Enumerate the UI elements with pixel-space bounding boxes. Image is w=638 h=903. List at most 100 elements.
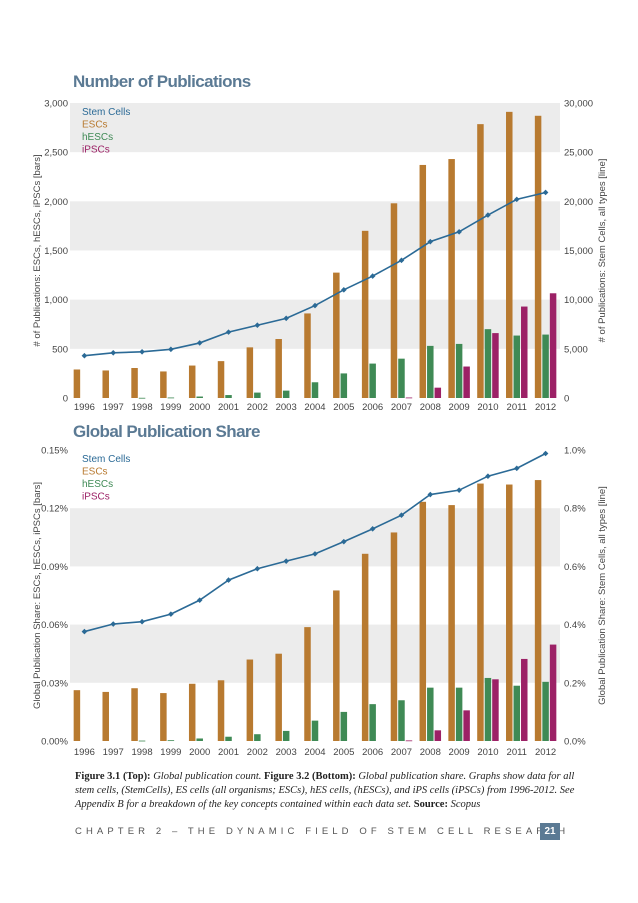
chart1-bar-hescs [167,397,175,399]
chart2-y2label: Global Publication Share: Stem Cells, al… [597,486,608,705]
chart1-bar-escs [275,339,282,398]
page-number: 21 [540,823,560,840]
chart1-grid-band [70,103,560,153]
caption-source-label: Source: [413,799,448,810]
chart2-bar-hescs [254,734,261,741]
chart1-xtick-label: 1998 [131,402,152,413]
chart1-point-stem-cells [312,302,318,309]
chart2-bar-escs [477,483,484,741]
chart1-bar-escs [419,164,427,398]
chart2-point-stem-cells [254,565,261,572]
chart1-bar-hescs [282,390,290,398]
chart1-xtick-label: 2010 [477,402,498,413]
chart1-bar-hescs [542,334,549,398]
chart2-xtick-label: 2008 [420,747,441,758]
chart1-bar-hescs [138,397,146,399]
chart2-ytick-label: 0.12% [41,504,68,515]
chart2-xtick-label: 1998 [131,747,152,758]
chart2-xtick-label: 1996 [74,747,95,758]
chart2-bar-escs [506,484,513,741]
chart2-point-stem-cells [225,577,232,583]
chart2-bar-ipscs [463,710,470,741]
figure-caption: Figure 3.1 (Top): Global publication cou… [75,770,575,812]
chart1-ytick-label: 2,500 [44,148,68,159]
chart1-point-stem-cells [341,287,347,293]
chart2-ytick-label: 0.00% [41,737,68,748]
chart2-point-stem-cells [369,526,376,532]
chart1-bar-hescs [455,343,463,398]
caption-fig2-pos: (Bottom): [311,771,356,782]
chart2-bar-escs [102,691,109,741]
chart1-legend-ipscs: iPSCs [82,145,110,156]
chart1-bar-ipscs [549,293,557,398]
chart1-bar-escs [217,361,225,398]
chart2-xtick-label: 2003 [276,747,297,758]
chart1-bar-escs [160,371,167,398]
caption-fig2-label: Figure 3.2 [264,771,310,782]
chart1-xtick-label: 1997 [103,402,124,413]
chart2-y2tick-label: 0.4% [564,620,586,631]
chart2-xtick-label: 2004 [304,747,325,758]
chart1-bar-hescs [484,329,492,398]
chart1-xtick-label: 2000 [189,402,210,413]
chart2-bar-ipscs [434,730,442,741]
chart2-legend-escs: ESCs [82,467,108,478]
caption-fig1-label: Figure 3.1 [75,771,121,782]
chart2-y2tick-label: 0.6% [564,562,586,573]
chart2-point-stem-cells [168,611,174,617]
chart2-point-stem-cells [139,618,145,625]
chart1-y2tick-label: 20,000 [564,197,593,208]
chart2-ytick-label: 0.15% [41,446,68,457]
chart2-bar-hescs [542,681,549,741]
chart1-ylabel: # of Publications: ESCs, hESCs, iPSCs [b… [32,154,43,346]
chart2-bar-hescs [311,720,319,741]
chart1-y2label: # of Publications: Stem Cells, all types… [597,159,608,343]
chart2-xtick-label: 2011 [507,747,527,758]
chart2-xtick-label: 2000 [189,747,210,758]
caption-fig1-text: Global publication count. [153,771,262,782]
chart1-y2tick-label: 10,000 [564,295,593,306]
chart2-y2tick-label: 0.0% [564,737,586,748]
chart1-bar-ipscs [405,397,413,399]
chart1-bar-ipscs [434,387,442,398]
chart2-bar-ipscs [405,740,413,742]
chart1-ytick-label: 0 [63,394,68,405]
chart2-point-stem-cells [110,621,117,627]
chart1-bar-ipscs [521,306,528,398]
chart2-bar-escs [73,690,81,741]
chart2-bar-escs [390,532,398,741]
chart1-xtick-label: 1999 [160,402,181,413]
chart1-y2tick-label: 5,000 [564,344,588,355]
chart2-point-stem-cells [341,538,347,545]
chart1-point-stem-cells [485,212,491,218]
chart2-xtick-label: 2001 [218,747,239,758]
chart1-bar-escs [102,370,109,398]
chart2-point-stem-cells [427,491,434,498]
chart2-bar-hescs [340,711,348,741]
chart2-bar-hescs [455,687,463,741]
chart1-point-stem-cells [542,189,549,196]
chart2-xtick-label: 2005 [333,747,354,758]
chart1-point-stem-cells [283,315,289,322]
chart2-bar-escs [188,683,196,741]
chart2-ylabel: Global Publication Share: ESCs, hESCs, i… [32,482,43,709]
chart1-y2tick-label: 15,000 [564,246,593,257]
chart2-xtick-label: 2002 [247,747,268,758]
chart1-bar-escs [534,115,542,399]
chart2-bar-escs [246,659,254,741]
chart1-bar-escs [73,369,81,398]
chart1-point-stem-cells [81,352,88,359]
chart2-xtick-label: 1999 [160,747,181,758]
chart2-xtick-label: 2006 [362,747,383,758]
chart1-xtick-label: 2003 [276,402,297,413]
chart1-y2tick-label: 25,000 [564,148,593,159]
chart1-bar-escs [477,124,484,399]
chart2-bar-hescs [196,738,203,741]
chart1-bar-escs [333,272,340,398]
chart2-grid-band [70,624,560,683]
chart2-xtick-label: 2007 [391,747,412,758]
chart2-bar-escs [275,653,282,741]
chart2-bar-escs [361,553,369,741]
chart1-bar-hescs [340,373,348,398]
